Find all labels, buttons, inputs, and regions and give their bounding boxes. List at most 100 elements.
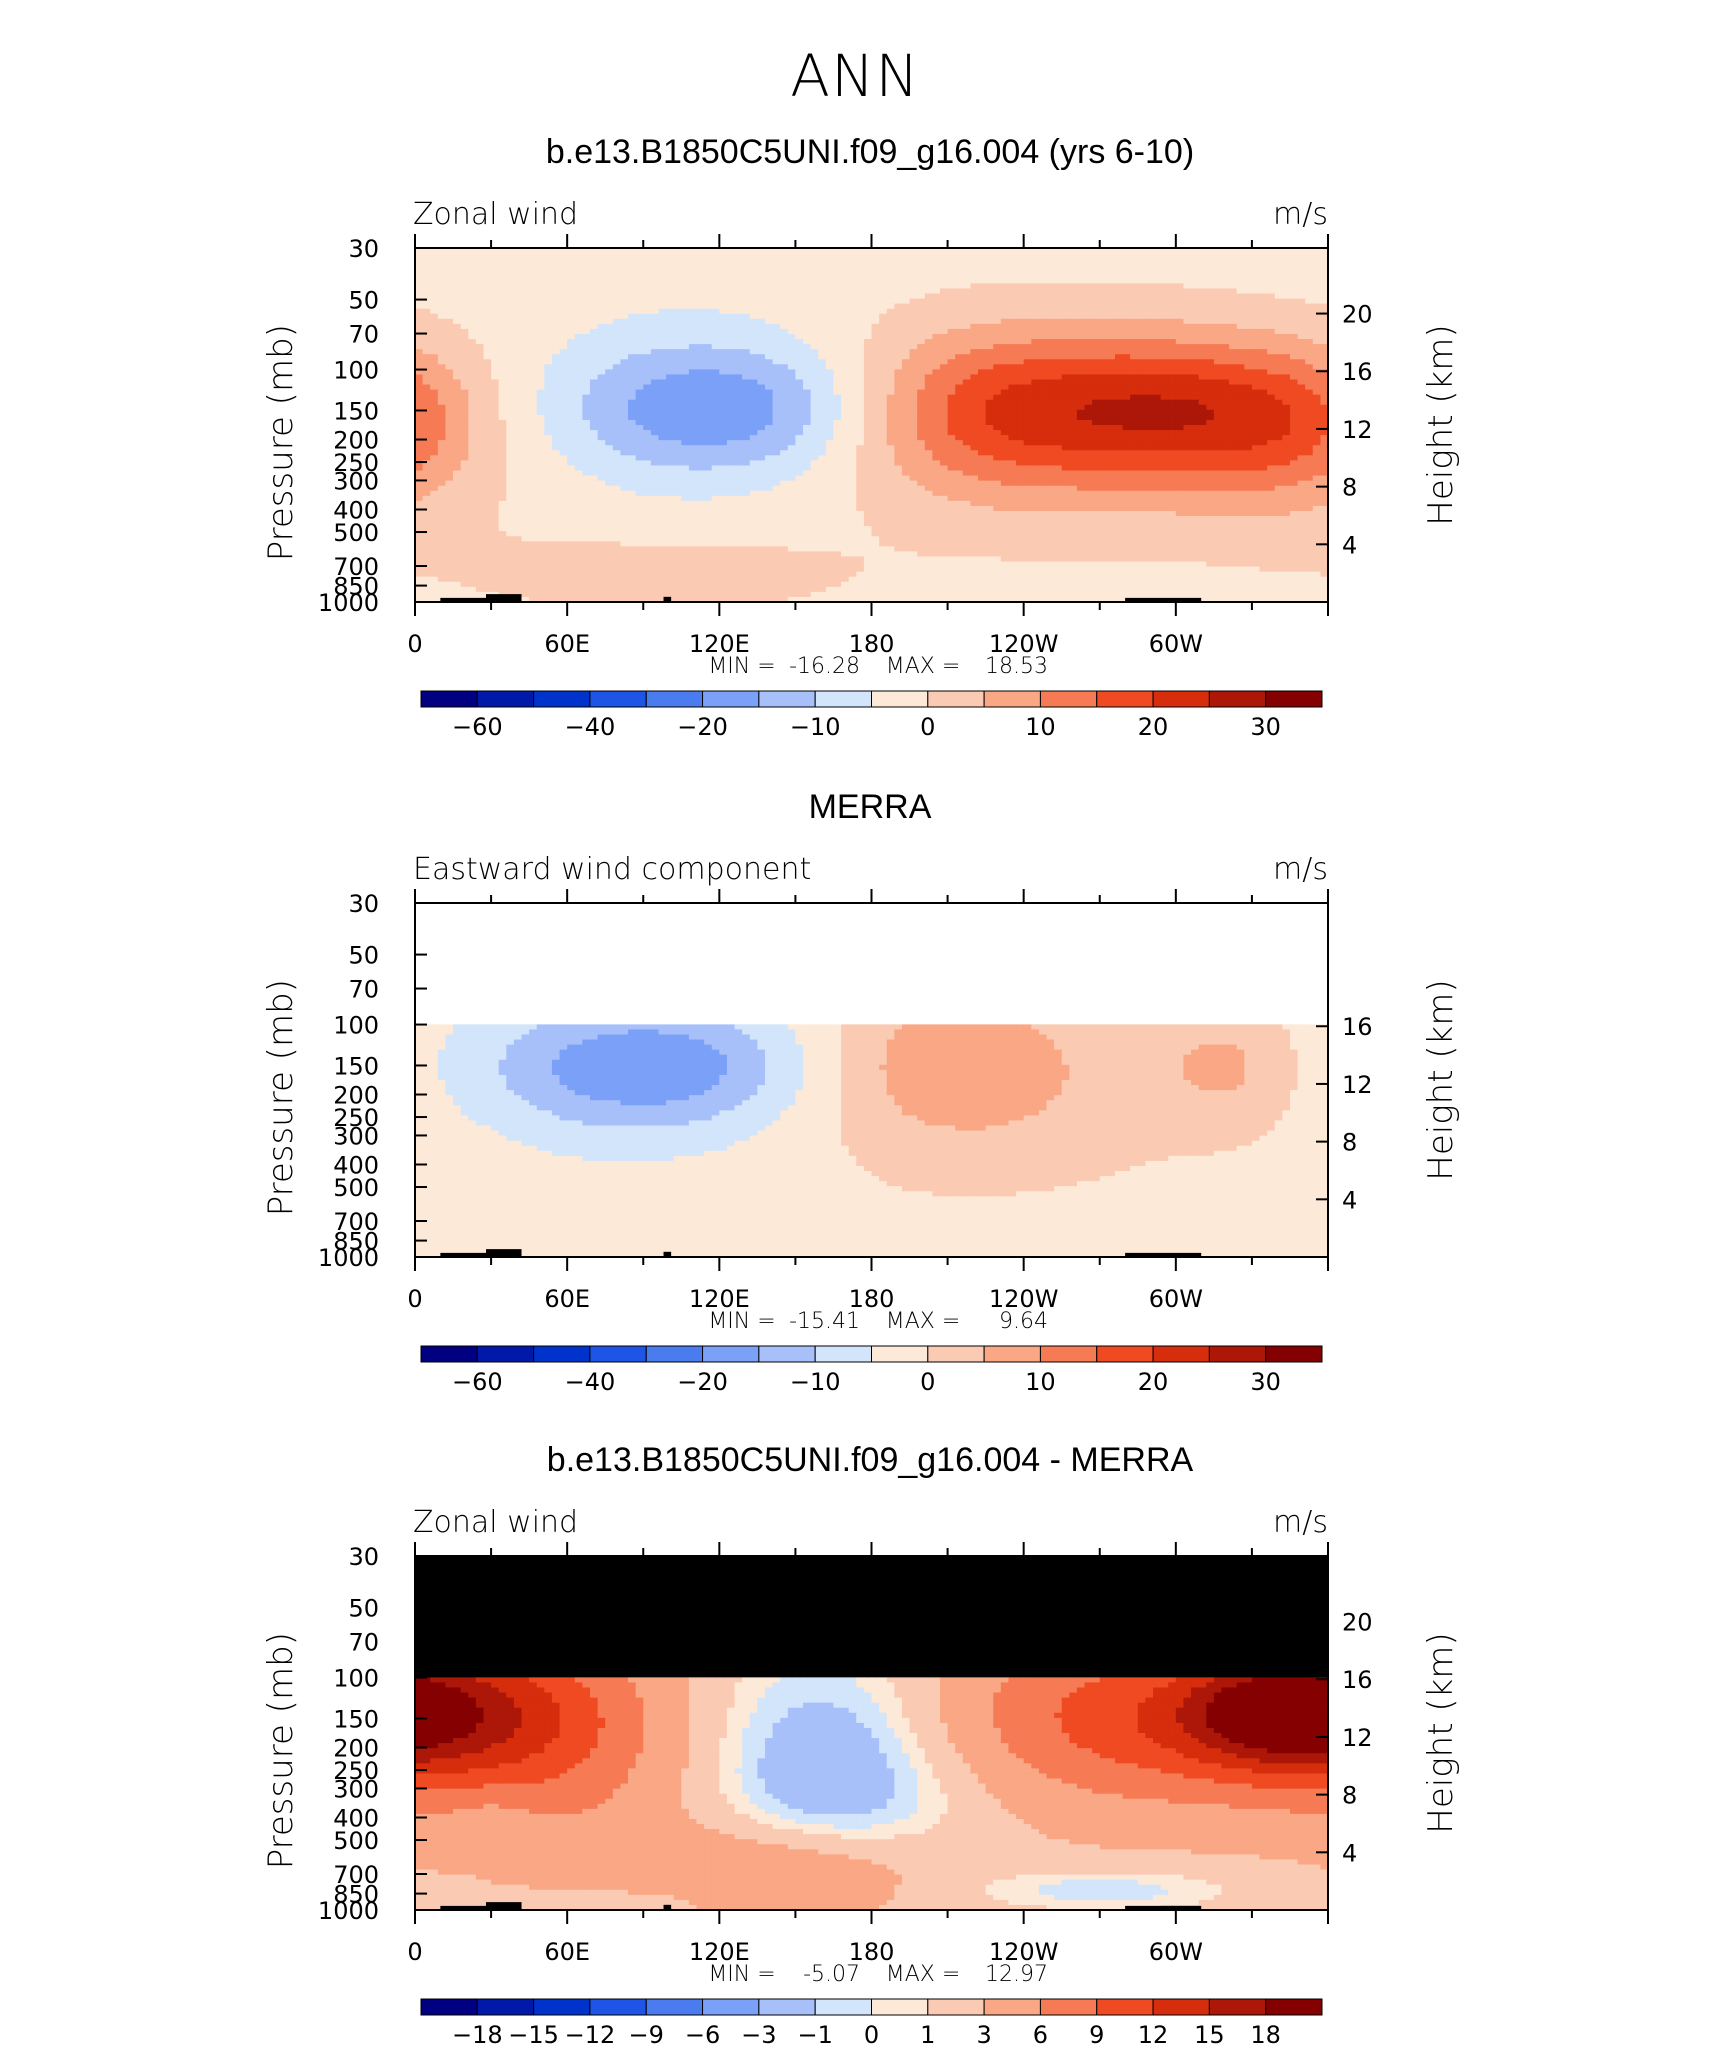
contour-cell xyxy=(498,425,507,431)
contour-cell xyxy=(1130,435,1139,441)
contour-cell xyxy=(719,273,728,279)
contour-cell xyxy=(1267,303,1276,310)
contour-cell xyxy=(1153,384,1162,391)
contour-cell xyxy=(650,440,660,446)
contour-cell xyxy=(955,283,964,290)
contour-cell xyxy=(939,298,949,305)
contour-cell xyxy=(1320,384,1328,391)
contour-cell xyxy=(1175,339,1185,345)
contour-cell xyxy=(1175,333,1185,340)
contour-cell xyxy=(810,430,819,436)
contour-cell xyxy=(1191,303,1200,310)
contour-cell xyxy=(1099,318,1108,325)
contour-cell xyxy=(1137,328,1146,335)
contour-cell xyxy=(1122,445,1131,451)
contour-cell xyxy=(529,450,538,456)
contour-cell xyxy=(985,354,994,360)
contour-cell xyxy=(574,409,583,416)
contour-cell xyxy=(719,369,728,376)
contour-cell xyxy=(939,283,949,290)
contour-cell xyxy=(696,288,705,295)
contour-cell xyxy=(1038,288,1048,295)
contour-cell xyxy=(1267,414,1276,421)
contour-cell xyxy=(780,450,789,456)
contour-cell xyxy=(825,445,835,451)
contour-cell xyxy=(1061,450,1070,456)
contour-cell xyxy=(1229,303,1238,310)
contour-cell xyxy=(932,394,941,401)
contour-cell xyxy=(1282,354,1291,360)
contour-cell xyxy=(909,435,918,441)
contour-cell xyxy=(536,354,545,360)
contour-cell xyxy=(848,455,857,461)
contour-cell xyxy=(795,339,804,345)
contour-cell xyxy=(1023,414,1032,421)
contour-cell xyxy=(1236,384,1245,391)
contour-cell xyxy=(1206,349,1215,355)
contour-cell xyxy=(795,253,804,259)
contour-cell xyxy=(1282,389,1291,396)
contour-cell xyxy=(810,313,819,320)
contour-cell xyxy=(643,349,652,355)
contour-cell xyxy=(848,313,857,320)
contour-cell xyxy=(863,283,873,290)
contour-cell xyxy=(719,318,728,325)
contour-cell xyxy=(551,344,561,350)
contour-cell xyxy=(1206,273,1215,279)
contour-cell xyxy=(1274,293,1283,300)
contour-cell xyxy=(1099,404,1108,411)
contour-cell xyxy=(673,333,682,340)
contour-cell xyxy=(1084,248,1093,254)
contour-cell xyxy=(1061,394,1070,401)
contour-cell xyxy=(810,425,819,431)
contour-cell xyxy=(681,268,690,274)
contour-cell xyxy=(445,440,454,446)
contour-cell xyxy=(643,399,652,406)
contour-cell xyxy=(871,389,880,396)
contour-cell xyxy=(1084,409,1093,416)
contour-cell xyxy=(544,455,553,461)
contour-cell xyxy=(1107,333,1116,340)
contour-cell xyxy=(704,288,713,295)
contour-cell xyxy=(673,379,682,386)
contour-cell xyxy=(1046,268,1055,274)
contour-cell xyxy=(1183,278,1192,284)
contour-cell xyxy=(589,339,599,345)
contour-cell xyxy=(1251,354,1261,360)
contour-cell xyxy=(787,328,797,335)
contour-cell xyxy=(498,435,507,441)
contour-cell xyxy=(1099,419,1108,426)
contour-cell xyxy=(1130,258,1139,264)
contour-cell xyxy=(521,318,530,325)
contour-cell xyxy=(1305,430,1314,436)
contour-cell xyxy=(917,440,926,446)
contour-cell xyxy=(1236,364,1245,370)
contour-cell xyxy=(1312,409,1321,416)
contour-cell xyxy=(658,313,667,320)
contour-cell xyxy=(1274,414,1283,421)
contour-cell xyxy=(917,430,926,436)
contour-cell xyxy=(742,455,751,461)
contour-cell xyxy=(521,389,530,396)
contour-cell xyxy=(688,308,698,315)
contour-cell xyxy=(1244,313,1253,320)
contour-cell xyxy=(1061,389,1070,396)
contour-cell xyxy=(787,258,797,264)
contour-cell xyxy=(491,278,500,284)
contour-cell xyxy=(498,328,507,335)
contour-cell xyxy=(650,273,660,279)
contour-cell xyxy=(947,328,956,335)
contour-cell xyxy=(787,379,797,386)
contour-cell xyxy=(833,308,842,315)
contour-cell xyxy=(917,313,926,320)
contour-cell xyxy=(1092,389,1101,396)
contour-cell xyxy=(879,303,888,310)
contour-cell xyxy=(909,339,918,345)
contour-cell xyxy=(894,248,903,254)
contour-cell xyxy=(863,253,873,259)
contour-cell xyxy=(879,389,888,396)
contour-cell xyxy=(1046,389,1055,396)
contour-cell xyxy=(498,313,507,320)
contour-cell xyxy=(453,298,462,305)
contour-cell xyxy=(582,419,591,426)
